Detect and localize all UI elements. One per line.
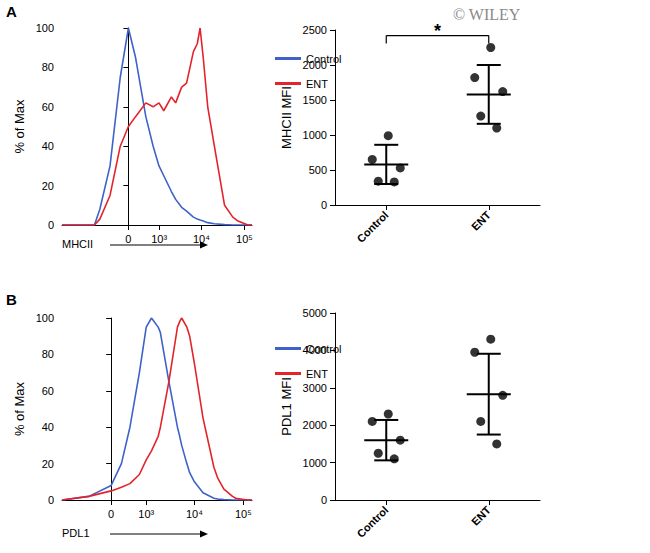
- svg-text:2500: 2500: [303, 24, 327, 36]
- svg-text:0: 0: [321, 494, 327, 506]
- svg-text:ENT: ENT: [469, 504, 493, 528]
- svg-text:2000: 2000: [302, 59, 327, 71]
- svg-text:MHCII: MHCII: [62, 238, 93, 250]
- svg-text:% of Max: % of Max: [12, 99, 27, 154]
- svg-text:ENT: ENT: [469, 209, 493, 233]
- svg-text:© WILEY: © WILEY: [453, 6, 521, 23]
- svg-text:5000: 5000: [303, 307, 327, 319]
- svg-text:1000: 1000: [303, 129, 327, 141]
- svg-text:10⁵: 10⁵: [236, 233, 253, 245]
- svg-text:500: 500: [309, 164, 327, 176]
- svg-text:2000: 2000: [303, 419, 327, 431]
- svg-text:PDL1: PDL1: [62, 527, 90, 539]
- svg-text:60: 60: [42, 385, 54, 397]
- svg-text:10³: 10³: [138, 508, 154, 520]
- svg-text:60: 60: [42, 101, 54, 113]
- svg-text:1000: 1000: [303, 457, 327, 469]
- svg-text:20: 20: [42, 458, 54, 470]
- svg-text:Control: Control: [354, 209, 390, 245]
- svg-text:0: 0: [108, 508, 114, 520]
- svg-text:40: 40: [42, 140, 54, 152]
- svg-text:Control: Control: [306, 343, 341, 355]
- svg-text:40: 40: [42, 421, 54, 433]
- svg-text:0: 0: [48, 219, 54, 231]
- svg-text:100: 100: [36, 22, 54, 34]
- svg-text:ENT: ENT: [306, 78, 328, 90]
- svg-text:10³: 10³: [151, 233, 167, 245]
- svg-text:100: 100: [36, 312, 54, 324]
- svg-text:0: 0: [321, 199, 327, 211]
- svg-text:A: A: [6, 3, 17, 20]
- svg-text:Control: Control: [306, 53, 341, 65]
- svg-text:3000: 3000: [303, 382, 327, 394]
- svg-text:Control: Control: [354, 504, 390, 540]
- svg-text:10⁴: 10⁴: [186, 508, 203, 520]
- svg-text:B: B: [6, 291, 17, 308]
- svg-text:10⁴: 10⁴: [193, 233, 210, 245]
- svg-text:% of Max: % of Max: [12, 381, 27, 436]
- svg-text:20: 20: [42, 180, 54, 192]
- svg-text:0: 0: [125, 233, 131, 245]
- svg-text:PDL1 MFI: PDL1 MFI: [279, 377, 294, 436]
- svg-text:0: 0: [48, 494, 54, 506]
- svg-text:10⁵: 10⁵: [235, 508, 252, 520]
- svg-text:1500: 1500: [303, 94, 327, 106]
- svg-text:*: *: [434, 21, 441, 41]
- svg-text:ENT: ENT: [306, 368, 328, 380]
- svg-text:80: 80: [42, 61, 54, 73]
- svg-text:80: 80: [42, 348, 54, 360]
- svg-text:MHCII MFI: MHCII MFI: [279, 86, 294, 149]
